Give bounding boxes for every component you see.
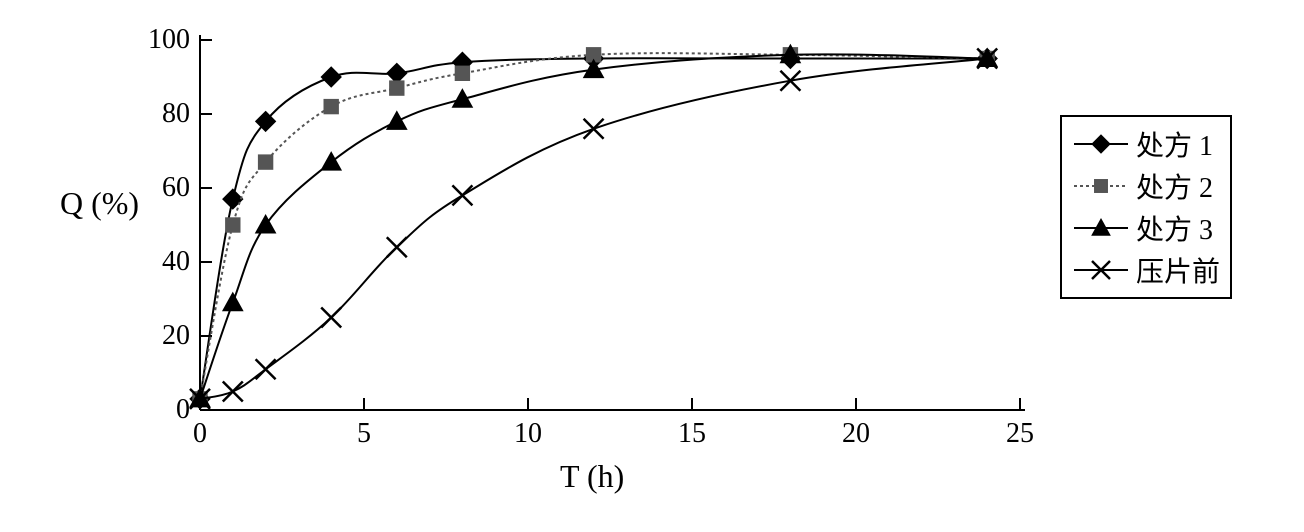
x-tick-label: 25 (1000, 418, 1040, 450)
legend-item: 压片前 (1072, 249, 1220, 291)
x-axis-title: T (h) (560, 458, 624, 495)
series-line-s1 (200, 58, 987, 399)
series-line-s2 (200, 53, 987, 399)
x-tick-label: 5 (344, 418, 384, 450)
x-tick-label: 20 (836, 418, 876, 450)
x-tick-label: 10 (508, 418, 548, 450)
x-tick-label: 0 (180, 418, 220, 450)
series-line-s3 (200, 54, 987, 399)
x-tick-label: 15 (672, 418, 712, 450)
legend-label: 处方 1 (1136, 124, 1213, 164)
legend-item: 处方 1 (1072, 123, 1220, 165)
legend-label: 处方 2 (1136, 166, 1213, 206)
y-tick-label: 20 (162, 320, 190, 352)
legend-swatch (1072, 165, 1130, 207)
legend-label: 处方 3 (1136, 208, 1213, 248)
y-tick-label: 80 (162, 98, 190, 130)
legend-item: 处方 2 (1072, 165, 1220, 207)
legend-swatch (1072, 207, 1130, 249)
y-tick-label: 60 (162, 172, 190, 204)
legend-swatch (1072, 123, 1130, 165)
legend-item: 处方 3 (1072, 207, 1220, 249)
legend-label: 压片前 (1136, 250, 1220, 290)
dissolution-chart: 020406080100 0510152025 Q (%) T (h) 处方 1… (0, 0, 1304, 532)
y-tick-label: 40 (162, 246, 190, 278)
y-tick-label: 100 (148, 24, 190, 56)
y-axis-title: Q (%) (60, 185, 139, 222)
legend: 处方 1处方 2处方 3压片前 (1060, 115, 1232, 299)
legend-swatch (1072, 249, 1130, 291)
series-line-s4 (200, 59, 987, 399)
